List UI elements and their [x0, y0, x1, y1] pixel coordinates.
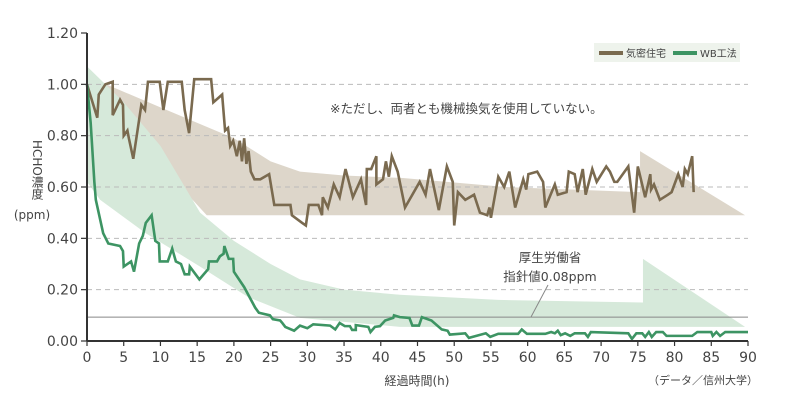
x-tick-label: 85	[702, 350, 720, 366]
x-tick-label: 15	[188, 350, 206, 366]
y-tick-label: 1.20	[47, 26, 78, 42]
y-axis-unit: (ppm)	[14, 208, 50, 222]
series-line-airtight	[85, 77, 695, 228]
y-axis-title: HCHO濃度 (ppm)	[14, 140, 50, 222]
guideline-label-line2: 指針値0.08ppm	[503, 269, 596, 284]
x-tick-label: 80	[666, 350, 684, 366]
x-tick-label: 25	[262, 350, 280, 366]
x-tick-label: 5	[119, 350, 128, 366]
x-tick-label: 20	[225, 350, 243, 366]
guideline-label-line1: 厚生労働省	[519, 250, 582, 265]
gridlines	[87, 83, 748, 291]
range-bands	[87, 66, 746, 327]
y-tick-label: 0.60	[47, 180, 78, 196]
axes	[81, 32, 749, 346]
x-tick-label: 0	[83, 350, 92, 366]
range-band-wb	[87, 66, 746, 327]
y-tick-label: 1.00	[47, 77, 78, 93]
source-credit: （データ／信州大学）	[648, 373, 758, 387]
series-lines	[85, 77, 748, 342]
x-tick-label: 75	[629, 350, 647, 366]
annotation-note: ※ただし、両者とも機械換気を使用していない。	[330, 101, 603, 116]
legend-label-wb: WB工法	[700, 47, 737, 60]
y-tick-label: 0.80	[47, 129, 78, 145]
y-tick-labels: 0.00 0.20 0.40 0.60 0.80 1.00 1.20	[47, 26, 78, 350]
legend-label-airtight: 気密住宅	[626, 47, 666, 60]
x-tick-labels: 0 5 10 15 20 25 30 35 40 45 50 55 60 65 70 75 80 85 90	[83, 350, 757, 366]
y-tick-label: 0.40	[47, 231, 78, 247]
x-tick-label: 70	[592, 350, 610, 366]
guideline-leader	[530, 284, 549, 318]
x-tick-label: 65	[555, 350, 573, 366]
x-tick-label: 40	[372, 350, 390, 366]
y-tick-label: 0.20	[47, 283, 78, 299]
x-tick-label: 35	[335, 350, 353, 366]
y-tick-label: 0.00	[47, 334, 78, 350]
x-tick-label: 50	[445, 350, 463, 366]
x-axis-title: 経過時間(h)	[385, 374, 450, 388]
y-axis-label: HCHO濃度	[30, 140, 44, 200]
x-tick-label: 10	[152, 350, 170, 366]
legend-swatch-airtight	[599, 51, 623, 55]
legend: 気密住宅 WB工法	[594, 43, 740, 62]
x-tick-label: 90	[739, 350, 757, 366]
x-tick-label: 55	[482, 350, 500, 366]
legend-swatch-wb	[673, 51, 697, 55]
legend-background	[594, 43, 740, 62]
x-tick-label: 60	[519, 350, 537, 366]
x-tick-label: 45	[409, 350, 427, 366]
x-tick-label: 30	[298, 350, 316, 366]
range-band-airtight	[87, 79, 746, 216]
series-line-wb	[85, 84, 748, 342]
